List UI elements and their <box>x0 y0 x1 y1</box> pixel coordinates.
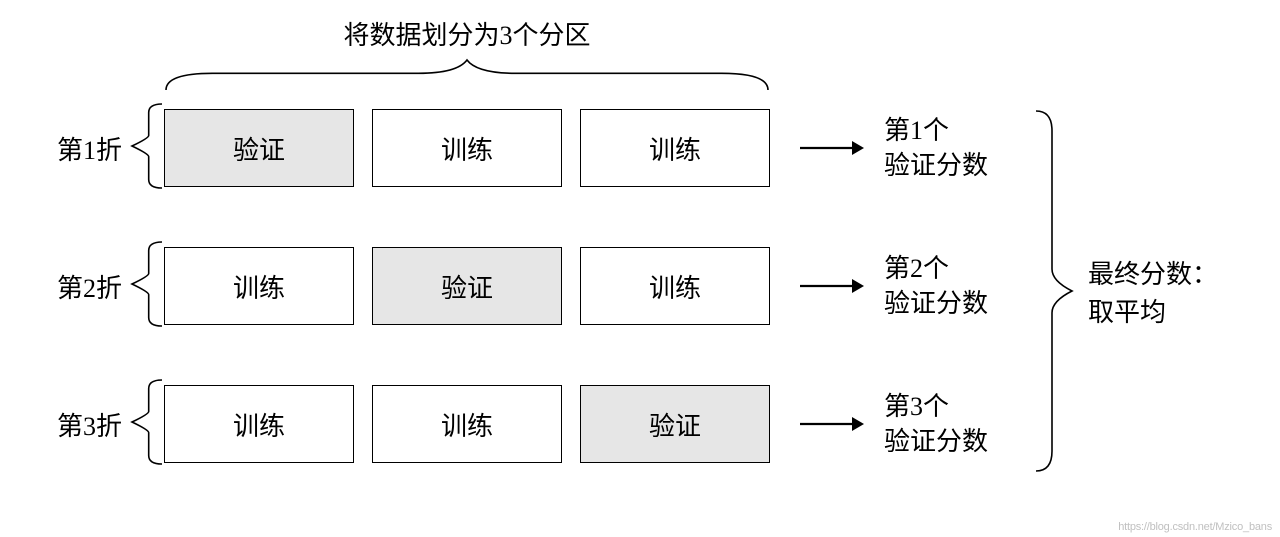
score-line2: 验证分数 <box>884 424 1024 459</box>
score-label: 第1个验证分数 <box>884 113 1024 183</box>
train-cell: 训练 <box>164 385 354 463</box>
validation-cell: 验证 <box>372 247 562 325</box>
fold-row: 第3折训练训练验证 第3个验证分数 <box>20 385 1024 463</box>
partition-title: 将数据划分为3个分区 <box>164 15 770 52</box>
final-line1: 最终分数： <box>1088 256 1218 294</box>
fold-row: 第2折训练验证训练 第2个验证分数 <box>20 247 1024 325</box>
fold-label: 第2折 <box>20 268 130 305</box>
watermark-text: https://blog.csdn.net/Mzico_bans <box>1118 521 1272 533</box>
fold-row: 第1折验证训练训练 第1个验证分数 <box>20 109 1024 187</box>
arrow-icon <box>796 136 866 160</box>
validation-cell: 验证 <box>164 109 354 187</box>
fold-label: 第1折 <box>20 130 130 167</box>
right-brace <box>1034 109 1074 478</box>
fold-label: 第3折 <box>20 406 130 443</box>
score-label: 第2个验证分数 <box>884 251 1024 321</box>
left-brace <box>130 378 164 471</box>
folds-column: 第1折验证训练训练 第1个验证分数第2折训练验证训练 第2个验证分数第3折训练训… <box>20 109 1024 478</box>
score-label: 第3个验证分数 <box>884 389 1024 459</box>
validation-cell: 验证 <box>580 385 770 463</box>
left-brace <box>130 102 164 195</box>
arrow-icon <box>796 274 866 298</box>
train-cell: 训练 <box>164 247 354 325</box>
score-line1: 第1个 <box>884 113 1024 148</box>
final-line2: 取平均 <box>1088 294 1218 332</box>
train-cell: 训练 <box>580 109 770 187</box>
score-line1: 第3个 <box>884 389 1024 424</box>
top-brace <box>164 58 770 97</box>
cells-group: 训练验证训练 <box>164 247 770 325</box>
train-cell: 训练 <box>372 385 562 463</box>
arrow-icon <box>796 412 866 436</box>
cells-group: 训练训练验证 <box>164 385 770 463</box>
left-brace <box>130 240 164 333</box>
cells-group: 验证训练训练 <box>164 109 770 187</box>
final-score-label: 最终分数：取平均 <box>1088 256 1218 331</box>
score-line1: 第2个 <box>884 251 1024 286</box>
score-line2: 验证分数 <box>884 148 1024 183</box>
train-cell: 训练 <box>372 109 562 187</box>
train-cell: 训练 <box>580 247 770 325</box>
partition-header: 将数据划分为3个分区 <box>164 15 770 97</box>
score-line2: 验证分数 <box>884 286 1024 321</box>
